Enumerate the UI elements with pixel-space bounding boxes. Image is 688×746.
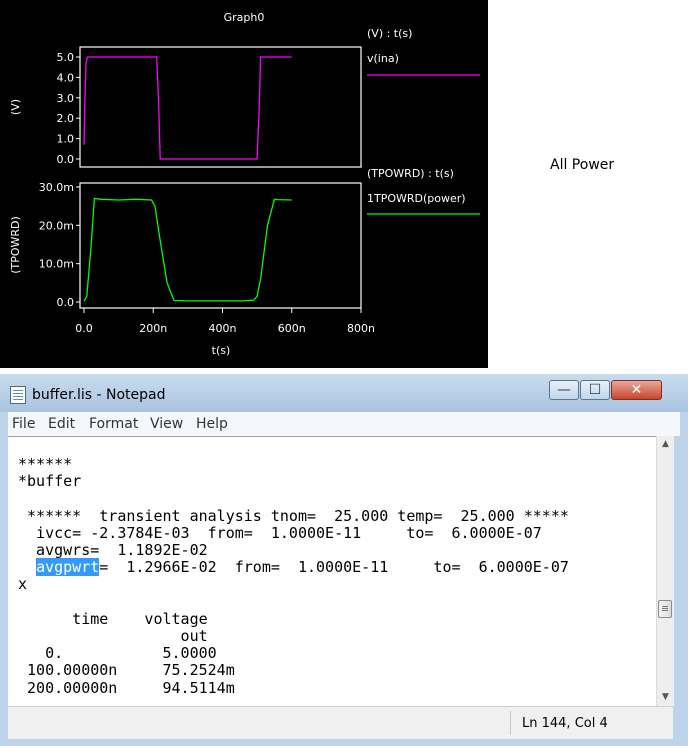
text-line: out [18, 627, 208, 646]
text-line: *buffer [18, 472, 82, 491]
top-ytick-label: 0.0 [57, 153, 75, 166]
xtick-label: 400n [209, 322, 237, 335]
maximize-icon: ☐ [588, 382, 602, 398]
maximize-button[interactable]: ☐ [580, 380, 610, 400]
top-legend-header: (V) : t(s) [367, 27, 412, 40]
text-line: ****** transient analysis tnom= 25.000 t… [18, 506, 569, 525]
graph-title: Graph0 [224, 11, 265, 24]
text-line: ****** [18, 455, 73, 473]
x-axis-label: t(s) [212, 344, 231, 357]
menu-help[interactable]: Help [196, 416, 228, 432]
selected-text: avgpwrt [36, 558, 100, 577]
menu-file[interactable]: File [12, 416, 36, 432]
status-bar: Ln 144, Col 4 [8, 706, 673, 739]
status-divider [510, 711, 511, 735]
editor-content[interactable]: ****** *buffer ****** transient analysis… [18, 455, 569, 697]
xtick-label: 200n [139, 322, 167, 335]
notepad-title-bar[interactable]: buffer.lis - Notepad — ☐ ✕ [0, 374, 688, 412]
notepad-window: buffer.lis - Notepad — ☐ ✕ File Edit For… [0, 374, 688, 746]
waveform-graph-panel: Graph0 (V) 5.0 4.0 3.0 2.0 1.0 0.0 (V) : t(s)… [0, 0, 488, 368]
window-title: buffer.lis - Notepad [32, 387, 166, 403]
top-legend-series-name: v(ina) [367, 52, 399, 65]
minimize-icon: — [557, 382, 571, 398]
menu-view[interactable]: View [150, 416, 184, 432]
scroll-down-icon[interactable]: ▼ [662, 692, 669, 702]
series-line-v-ina [83, 56, 292, 160]
top-ytick-label: 1.0 [57, 133, 75, 146]
text-line: = 1.2966E-02 from= 1.0000E-11 to= 6.0000… [99, 558, 569, 577]
text-line: 0. 5.0000 [18, 644, 217, 663]
text-line: time voltage [18, 609, 208, 628]
scrollbar-thumb[interactable] [658, 600, 672, 618]
close-button[interactable]: ✕ [611, 380, 662, 400]
bottom-plot-frame [79, 182, 362, 309]
top-ytick-label: 3.0 [57, 92, 75, 105]
top-plot-frame [79, 46, 362, 168]
bottom-ytick-label: 30.0m [39, 181, 74, 194]
cursor-position: Ln 144, Col 4 [522, 716, 608, 731]
text-editor[interactable]: ****** *buffer ****** transient analysis… [8, 436, 656, 707]
bottom-plot-ylabel: (TPOWRD) [9, 216, 22, 274]
top-plot-ylabel: (V) [9, 99, 22, 115]
bottom-ytick-label: 0.0 [57, 296, 75, 309]
menu-format[interactable]: Format [89, 416, 139, 432]
text-line: ivcc= -2.3784E-03 from= 1.0000E-11 to= 6… [18, 523, 542, 542]
xtick-label: 800n [347, 322, 375, 335]
menu-edit[interactable]: Edit [48, 416, 76, 432]
waveform-graph: Graph0 (V) 5.0 4.0 3.0 2.0 1.0 0.0 (V) : t(s)… [9, 11, 480, 357]
text-line: 100.00000n 75.2524m [18, 661, 235, 680]
close-icon: ✕ [630, 382, 643, 398]
bottom-ytick-label: 10.0m [39, 258, 74, 271]
top-ytick-label: 5.0 [57, 51, 75, 64]
top-ytick-label: 4.0 [57, 71, 75, 84]
scroll-up-icon[interactable]: ▲ [662, 439, 669, 449]
minimize-button[interactable]: — [549, 380, 579, 400]
text-line: x [18, 575, 28, 594]
xtick-label: 600n [278, 322, 306, 335]
vertical-scrollbar[interactable]: ▲ ▼ [656, 436, 674, 706]
bottom-ytick-label: 20.0m [39, 219, 74, 232]
bottom-legend-series-name: 1TPOWRD(power) [367, 192, 466, 205]
text-line: avgwrs= 1.1892E-02 [18, 541, 208, 560]
text-line: 200.00000n 94.5114m [18, 678, 235, 697]
series-line-tpowrd-power [83, 197, 292, 302]
xtick-label: 0.0 [75, 322, 93, 335]
all-power-label: All Power [550, 157, 615, 173]
top-ytick-label: 2.0 [57, 112, 75, 125]
bottom-legend-header: (TPOWRD) : t(s) [367, 167, 454, 180]
menu-bar: File Edit Format View Help [8, 412, 680, 436]
notepad-app-icon[interactable] [10, 386, 26, 404]
